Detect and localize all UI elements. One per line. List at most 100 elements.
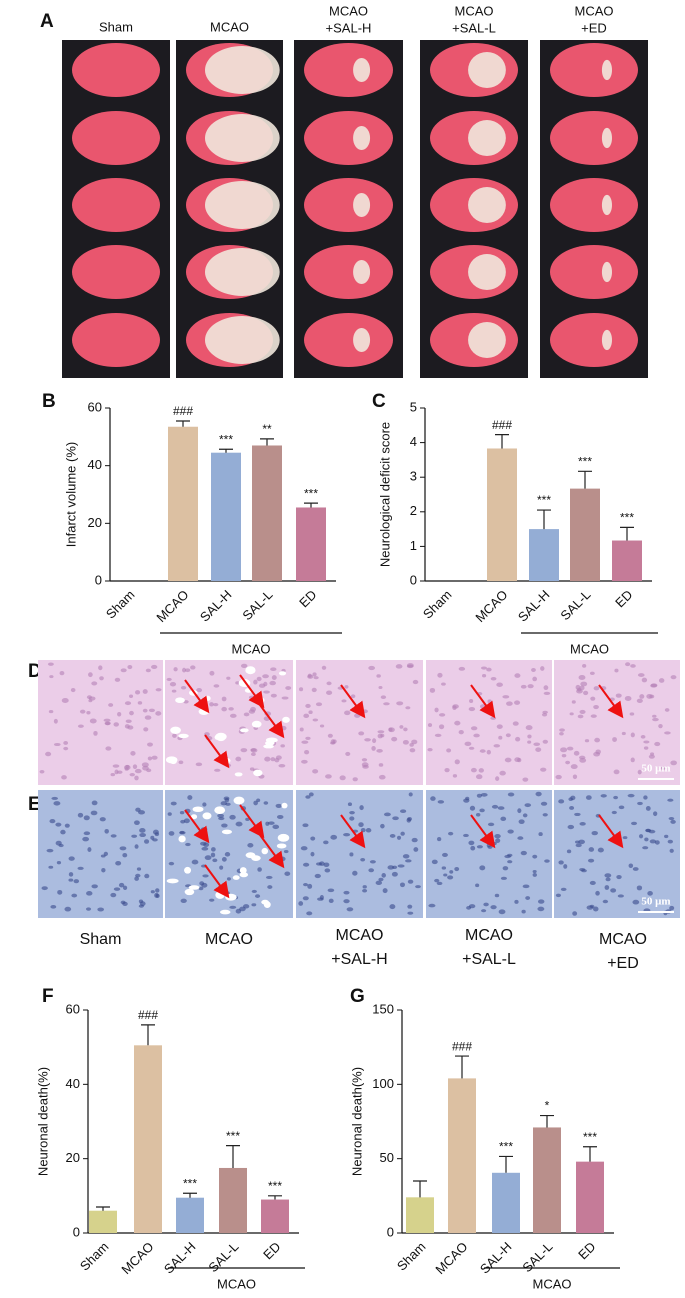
bar bbox=[492, 1172, 520, 1233]
cell bbox=[330, 834, 338, 840]
brain-slice bbox=[72, 111, 160, 165]
cell bbox=[63, 741, 69, 745]
cell bbox=[358, 731, 365, 736]
cell bbox=[616, 874, 622, 880]
cell bbox=[137, 701, 143, 705]
cell bbox=[533, 742, 541, 747]
infarct bbox=[204, 46, 280, 94]
cell bbox=[82, 836, 90, 842]
vacuole bbox=[281, 802, 288, 809]
cell bbox=[143, 839, 150, 844]
significance: ### bbox=[138, 1008, 158, 1022]
cell bbox=[667, 798, 674, 802]
cell bbox=[586, 905, 594, 910]
cell bbox=[637, 769, 642, 775]
cell bbox=[402, 739, 409, 745]
cell bbox=[124, 701, 132, 706]
cell bbox=[476, 845, 483, 849]
cell bbox=[278, 763, 286, 768]
cell bbox=[660, 766, 666, 771]
cell bbox=[85, 907, 92, 911]
cell bbox=[248, 695, 256, 700]
cell bbox=[251, 889, 257, 893]
cell bbox=[209, 702, 214, 707]
y-tick-label: 100 bbox=[372, 1076, 394, 1091]
cell bbox=[429, 687, 436, 693]
cell bbox=[304, 750, 310, 755]
cell bbox=[469, 698, 474, 703]
cell bbox=[362, 888, 368, 893]
cell bbox=[612, 737, 617, 743]
vacuole bbox=[175, 697, 185, 704]
error-bar bbox=[183, 1192, 197, 1198]
cell bbox=[235, 681, 240, 685]
error-bar bbox=[495, 434, 509, 449]
arrow bbox=[598, 814, 624, 849]
cell bbox=[579, 755, 586, 760]
y-tick-label: 0 bbox=[410, 572, 417, 587]
significance: *** bbox=[578, 454, 592, 468]
brain-slice bbox=[550, 178, 638, 232]
cell bbox=[104, 721, 111, 726]
cell bbox=[110, 773, 116, 777]
infarct bbox=[353, 126, 371, 150]
cell bbox=[593, 751, 601, 757]
cell bbox=[183, 818, 190, 824]
brain-slice bbox=[72, 43, 160, 97]
cell bbox=[468, 746, 475, 750]
cell bbox=[132, 764, 138, 769]
group-label: MCAO bbox=[533, 1276, 572, 1291]
cell bbox=[134, 844, 139, 849]
cell bbox=[570, 764, 578, 770]
cell bbox=[396, 835, 402, 840]
cell bbox=[324, 868, 331, 873]
group-label: +SAL-L bbox=[452, 20, 496, 35]
cell bbox=[61, 775, 67, 780]
error-bar bbox=[413, 1180, 427, 1198]
panel-label: G bbox=[350, 986, 365, 1007]
cell bbox=[475, 883, 480, 888]
significance: ### bbox=[452, 1039, 472, 1053]
vacuole bbox=[190, 814, 198, 820]
cell bbox=[53, 801, 61, 806]
cell bbox=[180, 686, 187, 690]
cell bbox=[486, 843, 491, 848]
cell bbox=[125, 719, 132, 723]
micrograph bbox=[554, 790, 680, 918]
cell bbox=[624, 696, 632, 701]
cell bbox=[134, 690, 141, 695]
cell bbox=[407, 911, 414, 915]
y-tick-label: 1 bbox=[410, 538, 417, 553]
cell bbox=[70, 688, 76, 693]
cell bbox=[664, 708, 670, 712]
cell bbox=[229, 905, 237, 909]
cell bbox=[280, 725, 287, 731]
cell bbox=[378, 774, 386, 780]
cell bbox=[389, 904, 396, 910]
cell bbox=[276, 814, 284, 819]
cell bbox=[250, 706, 256, 712]
cell bbox=[644, 837, 649, 842]
cell bbox=[535, 791, 542, 797]
infarct bbox=[601, 194, 613, 216]
cell bbox=[400, 809, 407, 814]
cell bbox=[263, 801, 269, 805]
x-tick-label: MCAO bbox=[118, 1239, 156, 1277]
cell bbox=[629, 712, 635, 716]
cell bbox=[490, 676, 497, 681]
cell bbox=[493, 744, 501, 748]
cell bbox=[143, 727, 149, 732]
cell bbox=[202, 874, 209, 878]
cell bbox=[283, 849, 289, 854]
cell bbox=[93, 730, 98, 736]
error-bar bbox=[304, 502, 318, 508]
group-label: MCAO bbox=[329, 3, 368, 18]
cell bbox=[229, 713, 237, 718]
brain-slice bbox=[550, 313, 638, 367]
cell bbox=[569, 712, 574, 716]
cell bbox=[476, 793, 482, 798]
cell bbox=[120, 668, 127, 673]
cell bbox=[617, 894, 624, 898]
cell bbox=[332, 739, 337, 744]
cell bbox=[91, 681, 98, 686]
